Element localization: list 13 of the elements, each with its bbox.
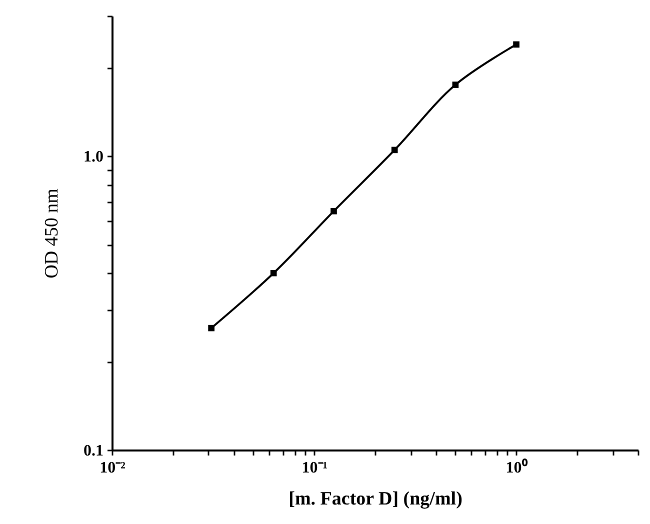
y-tick-label: 0.1: [84, 442, 104, 460]
point: [208, 324, 214, 332]
x-tick-label: 10⁰: [506, 458, 528, 476]
x-tick-label: 10⁻²: [100, 460, 126, 476]
point: [513, 41, 520, 48]
x-tick-label: 10⁻¹: [302, 460, 328, 476]
point: [391, 146, 398, 154]
x-axis-title: [m. Factor D] (ng/ml): [288, 488, 462, 510]
point: [330, 208, 337, 214]
y-axis-title: OD 450 nm: [42, 188, 62, 278]
point: [270, 270, 277, 276]
y-tick-label: 1.0: [84, 148, 104, 166]
point: [452, 82, 459, 88]
